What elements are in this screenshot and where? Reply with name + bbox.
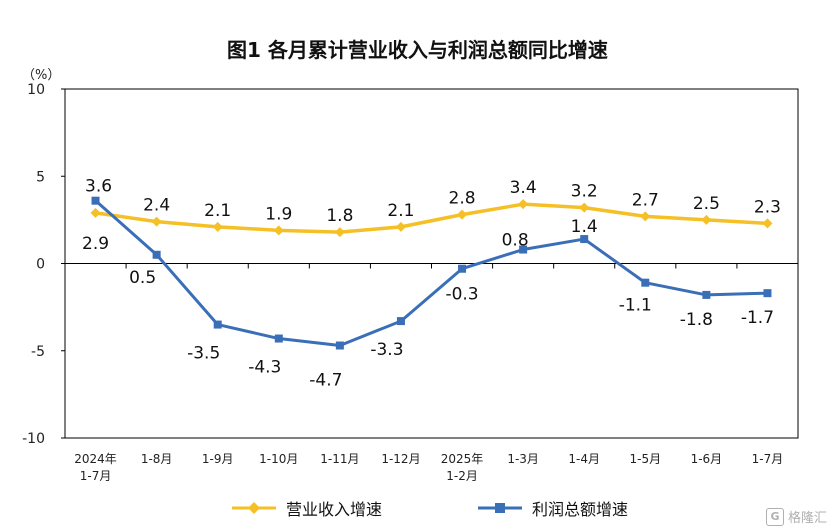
data-label-profit: -4.7 — [309, 371, 342, 391]
y-tick-label: 0 — [36, 257, 45, 273]
point-profit — [519, 245, 528, 254]
data-label-revenue: 2.7 — [632, 190, 659, 210]
watermark: G 格隆汇 — [765, 507, 827, 526]
point-profit — [91, 196, 100, 205]
point-profit — [580, 235, 589, 244]
x-tick-label: 1-2月 — [446, 469, 478, 483]
legend-item-profit: 利润总额增速 — [476, 496, 628, 520]
data-label-revenue: 2.3 — [754, 197, 781, 217]
x-tick-label: 1-3月 — [507, 452, 539, 466]
data-label-revenue: 2.9 — [82, 234, 109, 254]
data-label-profit: -3.5 — [187, 344, 220, 364]
series-line-profit — [94, 199, 768, 348]
data-label-revenue: 2.1 — [204, 201, 231, 221]
series-line-revenue — [95, 202, 768, 234]
x-tick-label: 1-10月 — [259, 452, 298, 466]
point-revenue — [212, 221, 223, 232]
data-label-revenue: 1.8 — [326, 206, 353, 226]
point-profit — [213, 320, 222, 329]
data-label-revenue: 2.1 — [387, 201, 414, 221]
legend-swatch-revenue — [232, 502, 276, 514]
point-revenue — [640, 211, 651, 222]
data-label-profit: -1.1 — [619, 296, 652, 316]
y-tick-label: -10 — [22, 431, 45, 447]
data-label-profit: -1.7 — [741, 308, 774, 328]
data-label-profit: -0.3 — [445, 285, 478, 305]
data-label-profit: -3.3 — [370, 340, 403, 360]
point-profit — [152, 250, 161, 259]
x-tick-label: 2025年 — [441, 452, 484, 466]
legend: 营业收入增速 利润总额增速 — [0, 496, 835, 526]
data-label-revenue: 2.8 — [449, 189, 476, 209]
x-tick-label: 1-7月 — [80, 469, 112, 483]
y-tick-label: 5 — [36, 169, 45, 185]
watermark-text: 格隆汇 — [787, 511, 827, 526]
point-profit — [396, 317, 405, 326]
point-revenue — [701, 214, 712, 225]
point-profit — [335, 341, 344, 350]
point-revenue — [457, 209, 468, 220]
data-label-revenue: 2.4 — [143, 196, 170, 216]
watermark-logo-icon: G — [765, 507, 784, 526]
y-axis-unit: （%） — [22, 68, 61, 83]
legend-item-revenue: 营业收入增速 — [230, 496, 382, 520]
data-label-profit: -4.3 — [248, 358, 281, 378]
x-tick-label: 1-8月 — [141, 452, 173, 466]
x-tick-label: 1-5月 — [629, 452, 661, 466]
data-label-profit: 1.4 — [571, 217, 598, 237]
point-revenue — [273, 225, 284, 236]
data-label-profit: 0.5 — [129, 268, 156, 288]
x-tick-label: 1-12月 — [381, 452, 420, 466]
x-tick-label: 1-9月 — [202, 452, 234, 466]
point-revenue — [579, 202, 590, 213]
data-label-revenue: 2.5 — [693, 194, 720, 214]
data-label-profit: 3.6 — [85, 177, 112, 197]
point-revenue — [518, 199, 529, 210]
x-tick-label: 1-6月 — [691, 452, 723, 466]
y-tick-label: 10 — [27, 82, 45, 98]
point-profit — [763, 289, 772, 298]
data-label-profit: -1.8 — [680, 310, 713, 330]
x-tick-label: 1-11月 — [320, 452, 359, 466]
point-revenue — [334, 227, 345, 238]
point-revenue — [151, 216, 162, 227]
point-revenue — [395, 221, 406, 232]
data-label-revenue: 1.9 — [265, 204, 292, 224]
y-tick-label: -5 — [31, 344, 45, 360]
point-profit — [641, 278, 650, 287]
chart-title: 图1 各月累计营业收入与利润总额同比增速 — [227, 38, 608, 62]
x-tick-label: 1-4月 — [568, 452, 600, 466]
data-label-revenue: 3.2 — [571, 182, 598, 202]
data-label-revenue: 3.4 — [510, 178, 537, 198]
legend-label-profit: 利润总额增速 — [532, 500, 629, 519]
x-tick-label: 2024年 — [74, 452, 117, 466]
point-profit — [458, 264, 467, 273]
data-label-profit: 0.8 — [502, 231, 529, 251]
legend-label-revenue: 营业收入增速 — [286, 500, 383, 519]
point-revenue — [90, 207, 101, 218]
point-profit — [274, 334, 283, 343]
point-revenue — [762, 218, 773, 229]
x-tick-label: 1-7月 — [752, 452, 784, 466]
legend-swatch-profit — [478, 503, 522, 513]
point-profit — [702, 290, 711, 299]
